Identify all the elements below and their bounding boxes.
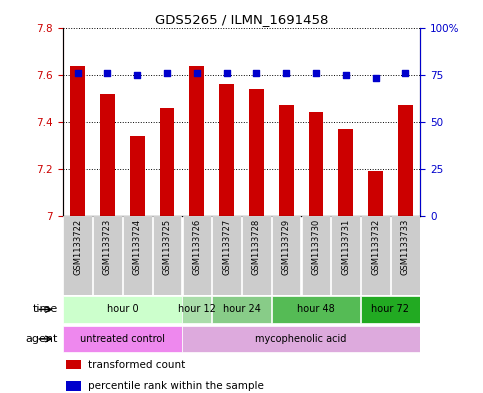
Point: [223, 70, 230, 76]
Text: GSM1133729: GSM1133729: [282, 219, 291, 275]
Text: untreated control: untreated control: [80, 334, 165, 344]
Text: transformed count: transformed count: [88, 360, 185, 370]
Text: hour 24: hour 24: [223, 305, 260, 314]
Title: GDS5265 / ILMN_1691458: GDS5265 / ILMN_1691458: [155, 13, 328, 26]
Point: [193, 70, 201, 76]
Text: mycophenolic acid: mycophenolic acid: [256, 334, 347, 344]
Bar: [182, 326, 420, 352]
Bar: [189, 66, 204, 216]
Text: GSM1133726: GSM1133726: [192, 219, 201, 275]
Bar: [123, 216, 152, 295]
Point: [253, 70, 260, 76]
Text: GSM1133731: GSM1133731: [341, 219, 350, 275]
Bar: [338, 129, 353, 216]
Bar: [219, 84, 234, 216]
Text: GSM1133733: GSM1133733: [401, 219, 410, 275]
Text: time: time: [33, 305, 58, 314]
Point: [74, 70, 82, 76]
Point: [133, 72, 141, 78]
Text: GSM1133730: GSM1133730: [312, 219, 320, 275]
Bar: [63, 296, 182, 323]
Bar: [391, 216, 420, 295]
Text: hour 0: hour 0: [107, 305, 138, 314]
Point: [163, 70, 171, 76]
Point: [282, 70, 290, 76]
Bar: [183, 216, 211, 295]
Text: percentile rank within the sample: percentile rank within the sample: [88, 381, 264, 391]
Bar: [70, 66, 85, 216]
Bar: [249, 89, 264, 216]
Bar: [153, 216, 181, 295]
Point: [104, 70, 112, 76]
Bar: [331, 216, 360, 295]
Text: hour 72: hour 72: [371, 305, 410, 314]
Point: [312, 70, 320, 76]
Text: hour 48: hour 48: [297, 305, 335, 314]
Text: hour 12: hour 12: [178, 305, 216, 314]
Bar: [66, 381, 81, 391]
Text: GSM1133722: GSM1133722: [73, 219, 82, 275]
Text: GSM1133732: GSM1133732: [371, 219, 380, 275]
Text: GSM1133724: GSM1133724: [133, 219, 142, 275]
Bar: [93, 216, 122, 295]
Bar: [271, 296, 360, 323]
Bar: [212, 296, 271, 323]
Text: GSM1133725: GSM1133725: [163, 219, 171, 275]
Bar: [361, 296, 420, 323]
Bar: [368, 171, 383, 216]
Point: [342, 72, 350, 78]
Bar: [213, 216, 241, 295]
Bar: [159, 108, 174, 216]
Bar: [361, 216, 390, 295]
Bar: [242, 216, 270, 295]
Bar: [398, 105, 413, 216]
Bar: [272, 216, 300, 295]
Bar: [309, 112, 324, 216]
Text: agent: agent: [26, 334, 58, 344]
Bar: [182, 296, 212, 323]
Bar: [63, 216, 92, 295]
Bar: [66, 360, 81, 369]
Bar: [302, 216, 330, 295]
Bar: [63, 326, 182, 352]
Text: GSM1133727: GSM1133727: [222, 219, 231, 275]
Text: GSM1133723: GSM1133723: [103, 219, 112, 275]
Bar: [100, 94, 115, 216]
Point: [401, 70, 409, 76]
Bar: [130, 136, 145, 216]
Bar: [279, 105, 294, 216]
Point: [372, 75, 380, 82]
Text: GSM1133728: GSM1133728: [252, 219, 261, 275]
